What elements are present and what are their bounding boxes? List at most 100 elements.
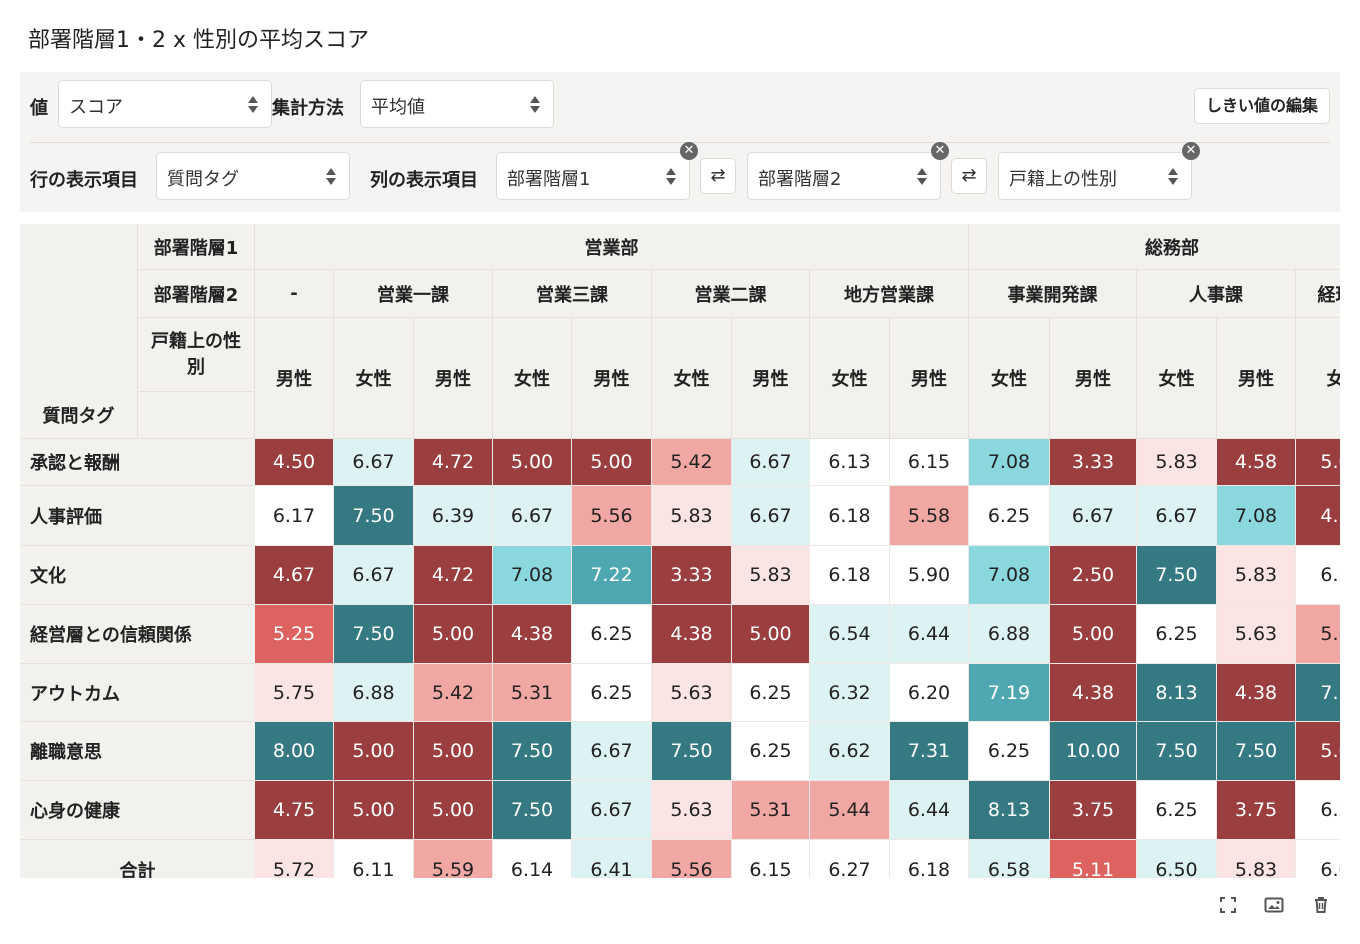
value-label: 値 bbox=[30, 98, 48, 119]
table-cell: 5.0 bbox=[1296, 722, 1340, 781]
table-cell: 5.42 bbox=[414, 664, 493, 722]
swap-col-fields-2-button[interactable]: ⇄ bbox=[951, 158, 987, 194]
table-cell: 5.56 bbox=[572, 486, 652, 546]
remove-col-field-2-icon[interactable]: ✕ bbox=[931, 142, 949, 160]
table-cell: 7.50 bbox=[1217, 722, 1296, 781]
remove-col-field-1-icon[interactable]: ✕ bbox=[680, 142, 698, 160]
table-cell: 6.2 bbox=[1296, 546, 1340, 605]
table-cell: 5.00 bbox=[334, 781, 414, 840]
table-cell: 5.42 bbox=[652, 439, 732, 486]
total-cell: 6.50 bbox=[1137, 840, 1217, 878]
table-cell: 3.75 bbox=[1050, 781, 1137, 840]
table-cell: 4.38 bbox=[1050, 664, 1137, 722]
edit-threshold-button[interactable]: しきい値の編集 bbox=[1193, 88, 1330, 124]
total-cell: 5.11 bbox=[1050, 840, 1137, 878]
table-cell: 6.67 bbox=[572, 722, 652, 781]
table-cell: 5.00 bbox=[414, 781, 493, 840]
table-cell: 5.00 bbox=[414, 722, 493, 781]
select-arrows-icon bbox=[665, 167, 677, 187]
total-cell: 6.14 bbox=[493, 840, 572, 878]
gender-header: 女性 bbox=[1137, 318, 1217, 439]
row-field-header-spacer bbox=[138, 392, 255, 439]
table-cell: 6.25 bbox=[572, 605, 652, 664]
table-cell: 8.13 bbox=[969, 781, 1050, 840]
table-cell: 2.50 bbox=[1050, 546, 1137, 605]
total-cell: 6.0 bbox=[1296, 840, 1340, 878]
table-cell: 7.50 bbox=[1137, 722, 1217, 781]
table-cell: 7.31 bbox=[890, 722, 969, 781]
row-health-label: 心身の健康 bbox=[20, 781, 255, 840]
agg-select[interactable]: 平均値 bbox=[360, 80, 554, 128]
col-field-select-1[interactable]: 部署階層1 bbox=[496, 152, 690, 200]
table-cell: 6.25 bbox=[572, 664, 652, 722]
table-cell: 5.75 bbox=[255, 664, 334, 722]
table-cell: 5.25 bbox=[255, 605, 334, 664]
table-cell: 8.13 bbox=[1137, 664, 1217, 722]
table-cell: 8.00 bbox=[255, 722, 334, 781]
level2-group-header: 事業開発課 bbox=[969, 270, 1137, 318]
level2-group-header: 営業一課 bbox=[334, 270, 493, 318]
swap-col-fields-1-button[interactable]: ⇄ bbox=[700, 158, 736, 194]
total-cell: 6.41 bbox=[572, 840, 652, 878]
table-cell: 6.67 bbox=[732, 439, 810, 486]
level2-group-header: 人事課 bbox=[1137, 270, 1296, 318]
divider bbox=[30, 142, 1330, 143]
table-cell: 4.38 bbox=[493, 605, 572, 664]
fullscreen-icon[interactable] bbox=[1217, 896, 1239, 918]
image-icon[interactable] bbox=[1263, 896, 1285, 918]
row-approval-label: 承認と報酬 bbox=[20, 439, 255, 486]
level2-group-header: - bbox=[255, 270, 334, 318]
select-arrows-icon bbox=[247, 95, 259, 115]
table-cell: 4.5 bbox=[1296, 486, 1340, 546]
table-cell: 7.50 bbox=[493, 781, 572, 840]
table-cell: 5.0 bbox=[1296, 439, 1340, 486]
table-cell: 3.75 bbox=[1217, 781, 1296, 840]
table-cell: 6.88 bbox=[969, 605, 1050, 664]
table-cell: 5.00 bbox=[493, 439, 572, 486]
level1-group-header: 総務部 bbox=[969, 224, 1340, 270]
row-field-select[interactable]: 質問タグ bbox=[156, 152, 350, 200]
gender-header: 女性 bbox=[652, 318, 732, 439]
table-cell: 5.00 bbox=[732, 605, 810, 664]
table-cell: 5.31 bbox=[732, 781, 810, 840]
row-outcome-label: アウトカム bbox=[20, 664, 255, 722]
gender-header: 女 bbox=[1296, 318, 1340, 439]
select-arrows-icon bbox=[916, 167, 928, 187]
table-cell: 6.54 bbox=[810, 605, 890, 664]
agg-label: 集計方法 bbox=[272, 98, 344, 119]
gender-header: 女性 bbox=[969, 318, 1050, 439]
level2-group-header: 営業三課 bbox=[493, 270, 652, 318]
row-field-header: 質問タグ bbox=[20, 392, 138, 439]
table-cell: 6.2 bbox=[1296, 781, 1340, 840]
select-arrows-icon bbox=[325, 167, 337, 187]
trash-icon[interactable] bbox=[1310, 896, 1332, 918]
table-cell: 7.50 bbox=[334, 486, 414, 546]
table-cell: 6.20 bbox=[890, 664, 969, 722]
col-field-label: 列の表示項目 bbox=[370, 170, 478, 191]
table-cell: 5.83 bbox=[1137, 439, 1217, 486]
gender-header: 女性 bbox=[493, 318, 572, 439]
col-field-select-2[interactable]: 部署階層2 bbox=[747, 152, 941, 200]
total-cell: 5.83 bbox=[1217, 840, 1296, 878]
row-turnover-label: 離職意思 bbox=[20, 722, 255, 781]
remove-col-field-3-icon[interactable]: ✕ bbox=[1182, 142, 1200, 160]
table-cell: 6.67 bbox=[572, 781, 652, 840]
table-cell: 6.67 bbox=[334, 546, 414, 605]
level2-group-header: 営業二課 bbox=[652, 270, 810, 318]
table-cell: 7.19 bbox=[969, 664, 1050, 722]
gender-header: 男性 bbox=[572, 318, 652, 439]
table-cell: 4.72 bbox=[414, 439, 493, 486]
total-cell: 5.72 bbox=[255, 840, 334, 878]
table-cell: 6.67 bbox=[1137, 486, 1217, 546]
table-cell: 6.15 bbox=[890, 439, 969, 486]
table-cell: 5.00 bbox=[572, 439, 652, 486]
table-cell: 4.58 bbox=[1217, 439, 1296, 486]
gender-header: 女性 bbox=[810, 318, 890, 439]
table-cell: 4.72 bbox=[414, 546, 493, 605]
col-field-select-3[interactable]: 戸籍上の性別 bbox=[998, 152, 1192, 200]
table-cell: 5.6 bbox=[1296, 605, 1340, 664]
gender-header: 男性 bbox=[414, 318, 493, 439]
value-select[interactable]: スコア bbox=[58, 80, 272, 128]
table-cell: 5.58 bbox=[890, 486, 969, 546]
table-cell: 7.50 bbox=[1137, 546, 1217, 605]
